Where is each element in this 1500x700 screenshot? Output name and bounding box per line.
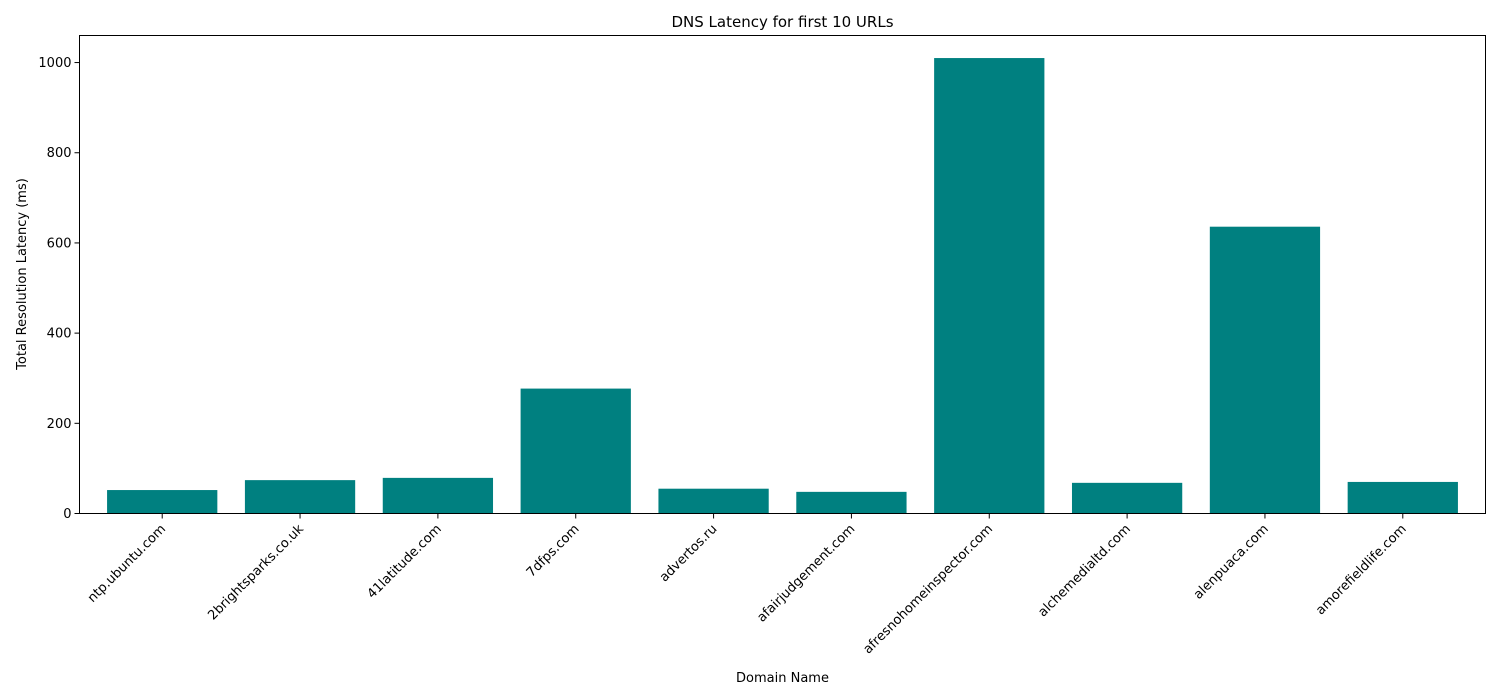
- chart-title: DNS Latency for first 10 URLs: [671, 13, 893, 31]
- bar-alchemedialtd-com: [1071, 482, 1183, 514]
- bar-7dfps-com: [520, 388, 631, 514]
- x-axis: ntp.ubuntu.com 2brightsparks.co.uk 41latit…: [85, 513, 1410, 657]
- y-tick-label: 1000: [38, 56, 71, 71]
- x-tick-label: afairjudgement.com: [755, 522, 859, 626]
- y-tick-label: 600: [47, 236, 72, 251]
- x-tick-label: alchemedialtd.com: [1035, 522, 1134, 621]
- x-axis-label: Domain Name: [736, 671, 829, 686]
- x-tick-label: alenpuaca.com: [1191, 522, 1272, 603]
- y-tick-label: 200: [47, 417, 72, 432]
- y-axis-label: Total Resolution Latency (ms): [15, 178, 30, 371]
- x-tick-label: 41latitude.com: [365, 522, 445, 602]
- bar-alenpuaca-com: [1209, 226, 1321, 514]
- bars-group: [107, 58, 1458, 514]
- x-tick-label: ntp.ubuntu.com: [85, 522, 169, 606]
- bar-advertos-ru: [658, 488, 769, 514]
- y-tick-label: 800: [47, 146, 72, 161]
- bar-ntp-ubuntu-com: [107, 490, 218, 514]
- x-tick-label: 2brightsparks.co.uk: [205, 521, 307, 623]
- bar-amorefieldlife-com: [1347, 481, 1458, 514]
- x-tick-label: advertos.ru: [657, 522, 720, 585]
- bar-2brightsparks-co-uk: [244, 480, 356, 514]
- x-tick-label: afresnohomeinspector.com: [861, 522, 996, 657]
- bar-afresnohomeinspector-com: [934, 58, 1045, 514]
- bar-41latitude-com: [382, 477, 494, 514]
- x-tick-label: amorefieldlife.com: [1313, 522, 1409, 618]
- y-tick-label: 0: [63, 507, 71, 522]
- plot-frame: [79, 35, 1486, 514]
- y-tick-label: 400: [47, 327, 72, 342]
- bar-afairjudgement-com: [796, 491, 907, 514]
- y-axis: 0 200 400 600 800 1000: [38, 56, 80, 522]
- x-tick-label: 7dfps.com: [524, 522, 583, 581]
